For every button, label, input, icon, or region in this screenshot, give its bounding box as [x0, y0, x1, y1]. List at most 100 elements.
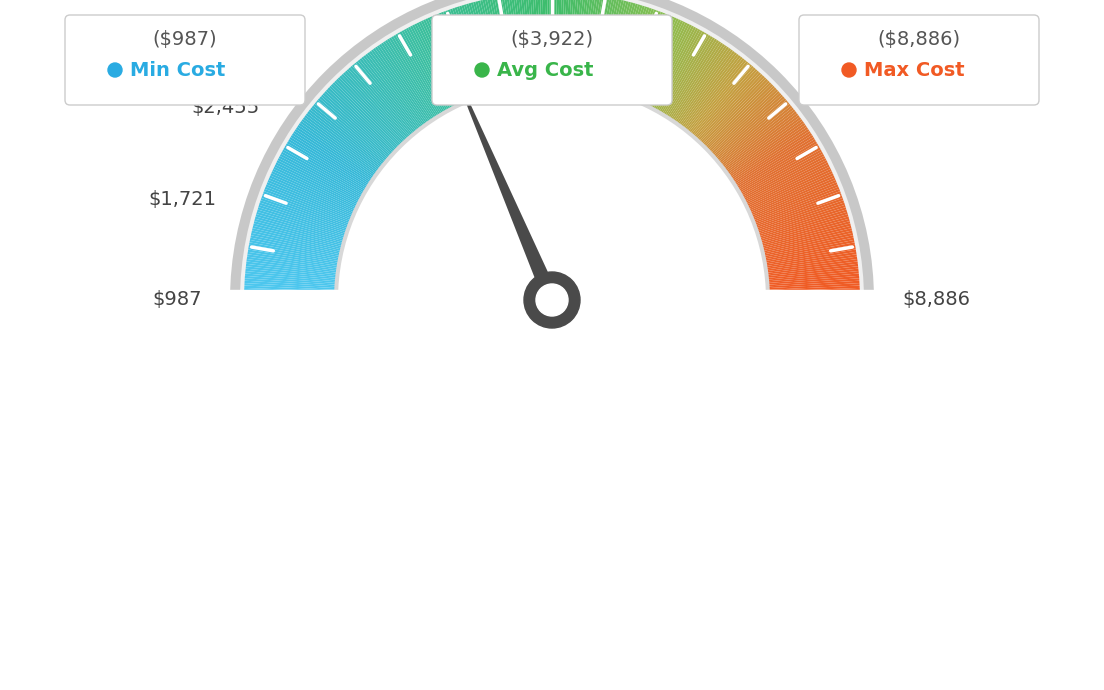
Wedge shape	[580, 0, 596, 92]
Wedge shape	[341, 70, 411, 146]
Wedge shape	[243, 281, 342, 288]
Wedge shape	[277, 155, 367, 203]
Wedge shape	[460, 3, 491, 99]
Wedge shape	[222, 300, 882, 630]
Wedge shape	[274, 161, 364, 208]
Wedge shape	[677, 50, 739, 132]
Wedge shape	[270, 168, 362, 212]
Wedge shape	[307, 108, 388, 171]
Wedge shape	[660, 34, 714, 121]
Wedge shape	[250, 228, 348, 253]
Wedge shape	[436, 12, 475, 106]
Wedge shape	[636, 15, 678, 108]
Wedge shape	[487, 0, 509, 95]
Wedge shape	[242, 286, 342, 292]
Wedge shape	[762, 297, 862, 300]
Wedge shape	[243, 268, 343, 280]
Wedge shape	[719, 112, 800, 174]
Wedge shape	[410, 23, 457, 114]
Wedge shape	[497, 0, 516, 93]
Wedge shape	[282, 146, 370, 197]
Wedge shape	[722, 118, 804, 178]
Wedge shape	[245, 252, 344, 269]
Wedge shape	[532, 0, 541, 90]
Wedge shape	[528, 0, 538, 90]
Wedge shape	[715, 106, 796, 170]
Wedge shape	[288, 136, 374, 190]
Wedge shape	[622, 8, 657, 102]
Wedge shape	[643, 21, 689, 111]
Wedge shape	[254, 213, 350, 243]
Wedge shape	[604, 0, 631, 97]
Wedge shape	[449, 7, 484, 102]
Wedge shape	[711, 97, 788, 164]
Wedge shape	[291, 130, 376, 186]
Wedge shape	[760, 256, 859, 272]
Wedge shape	[530, 0, 539, 90]
Wedge shape	[633, 14, 672, 107]
Wedge shape	[354, 59, 420, 138]
Wedge shape	[709, 93, 785, 161]
Wedge shape	[308, 106, 389, 170]
Wedge shape	[611, 2, 640, 99]
Wedge shape	[576, 0, 591, 92]
Text: Min Cost: Min Cost	[130, 61, 225, 79]
Wedge shape	[692, 69, 761, 145]
Wedge shape	[562, 0, 569, 90]
Wedge shape	[289, 134, 374, 189]
Wedge shape	[516, 0, 529, 92]
Wedge shape	[614, 3, 646, 100]
Wedge shape	[264, 184, 358, 223]
Wedge shape	[751, 202, 847, 235]
Text: $2,455: $2,455	[192, 97, 259, 117]
Text: ($987): ($987)	[152, 30, 217, 50]
Circle shape	[108, 63, 123, 77]
Wedge shape	[280, 148, 369, 199]
Wedge shape	[683, 58, 747, 137]
Wedge shape	[553, 0, 556, 90]
Wedge shape	[560, 0, 566, 90]
Wedge shape	[582, 0, 598, 92]
Wedge shape	[275, 159, 365, 206]
Wedge shape	[752, 204, 848, 237]
Wedge shape	[245, 254, 344, 270]
Wedge shape	[665, 38, 720, 124]
Wedge shape	[667, 41, 724, 126]
Wedge shape	[713, 101, 790, 166]
Wedge shape	[542, 0, 548, 90]
Wedge shape	[620, 7, 655, 102]
Wedge shape	[254, 211, 351, 241]
Wedge shape	[279, 150, 368, 200]
Text: Max Cost: Max Cost	[864, 61, 965, 79]
Wedge shape	[659, 33, 712, 120]
Wedge shape	[703, 84, 776, 155]
Wedge shape	[566, 0, 576, 90]
Wedge shape	[319, 93, 395, 161]
Wedge shape	[297, 121, 380, 181]
Wedge shape	[468, 1, 497, 98]
Wedge shape	[388, 36, 443, 122]
Wedge shape	[394, 32, 446, 119]
Wedge shape	[304, 112, 385, 174]
Wedge shape	[649, 25, 697, 115]
Wedge shape	[335, 82, 769, 300]
Wedge shape	[338, 74, 408, 148]
Wedge shape	[378, 42, 435, 126]
Wedge shape	[650, 26, 699, 115]
Wedge shape	[741, 166, 832, 210]
Wedge shape	[756, 228, 854, 253]
Wedge shape	[690, 66, 757, 142]
Wedge shape	[625, 9, 661, 103]
Wedge shape	[618, 6, 652, 101]
Wedge shape	[601, 0, 627, 96]
Wedge shape	[757, 235, 856, 257]
Wedge shape	[392, 33, 445, 120]
Wedge shape	[255, 209, 351, 240]
Wedge shape	[440, 10, 478, 104]
Wedge shape	[318, 95, 394, 162]
Wedge shape	[493, 0, 514, 94]
Wedge shape	[374, 45, 433, 128]
Wedge shape	[248, 235, 347, 257]
Wedge shape	[755, 221, 852, 248]
Wedge shape	[762, 283, 861, 290]
